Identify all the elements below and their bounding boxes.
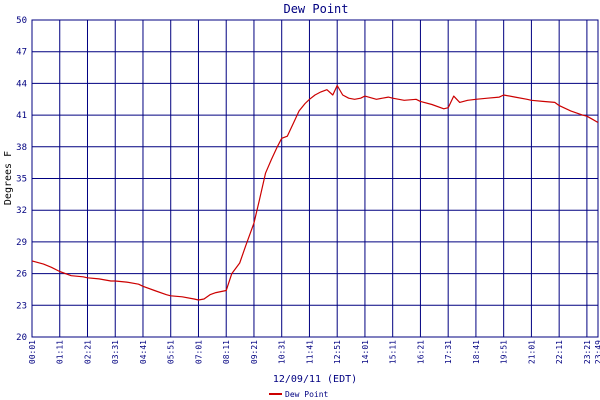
x-tick-labels: 00:01 01:11 02:21 03:31 04:41 05:51 07:01 08:11…: [28, 340, 600, 364]
series-group: [31, 84, 599, 301]
y-tick-label: 44: [16, 79, 27, 89]
y-tick-label: 47: [16, 48, 27, 58]
y-tick-labels: 20 23 26 29 32 35 38 41 44 47 50: [16, 16, 27, 343]
x-tick-label: 14:01: [361, 340, 370, 364]
y-tick-label: 38: [16, 143, 27, 153]
y-tick-label: 23: [16, 301, 27, 311]
y-tick-label: 50: [16, 16, 27, 26]
x-tick-label: 02:21: [83, 340, 92, 364]
x-tick-label: 04:41: [139, 340, 148, 364]
x-tick-label: 00:01: [28, 340, 37, 364]
x-tick-label: 07:01: [194, 340, 203, 364]
x-tick-label: 15:11: [389, 340, 398, 364]
x-tick-label: 22:11: [555, 340, 564, 364]
x-tick-label: 23:49: [594, 340, 600, 364]
x-tick-label: 10:31: [278, 340, 287, 364]
x-axis-label: 12/09/11 (EDT): [273, 374, 357, 385]
y-tick-label: 29: [16, 238, 27, 248]
y-axis-label: Degrees F: [3, 151, 14, 205]
x-tick-label: 16:21: [416, 340, 425, 364]
x-tick-label: 05:51: [167, 340, 176, 364]
x-tick-label: 11:41: [305, 340, 314, 364]
legend-label: Dew Point: [285, 390, 329, 399]
x-tick-label: 01:11: [56, 340, 65, 364]
y-tick-label: 35: [16, 175, 27, 185]
y-tick-label: 41: [16, 111, 27, 121]
x-tick-label: 17:31: [444, 340, 453, 364]
x-tick-label: 19:51: [500, 340, 509, 364]
series-line-dew-point: [31, 84, 599, 301]
grid: [31, 19, 599, 338]
x-tick-label: 09:21: [250, 340, 259, 364]
x-tick-label: 08:11: [222, 340, 231, 364]
y-tick-label: 20: [16, 333, 27, 343]
x-tick-label: 03:31: [111, 340, 120, 364]
legend: Dew Point: [269, 390, 329, 399]
chart-title: Dew Point: [283, 2, 348, 16]
y-tick-label: 26: [16, 270, 27, 280]
y-tick-label: 32: [16, 206, 27, 216]
x-tick-label: 12:51: [333, 340, 342, 364]
x-tick-label: 21:01: [527, 340, 536, 364]
x-tick-label: 18:41: [472, 340, 481, 364]
x-tick-label: 23:21: [583, 340, 592, 364]
